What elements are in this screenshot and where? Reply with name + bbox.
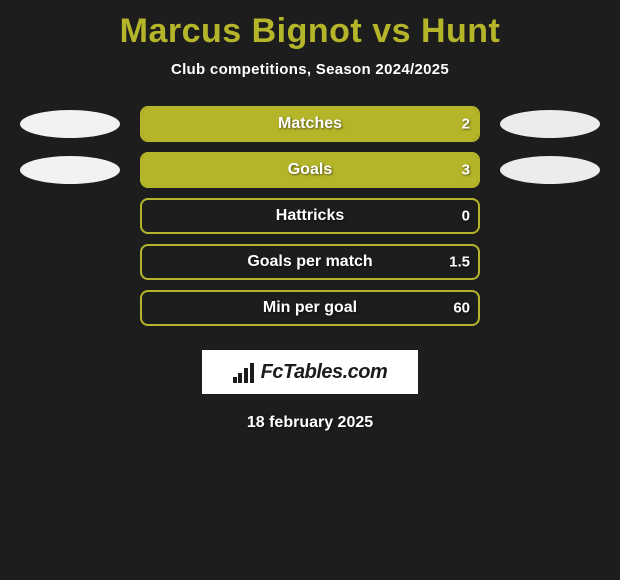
stat-value: 1.5 — [449, 254, 470, 271]
page-title: Marcus Bignot vs Hunt — [0, 8, 620, 61]
logo-badge[interactable]: FcTables.com — [202, 350, 418, 394]
stat-bar: Min per goal 60 — [140, 290, 480, 326]
comparison-card: Marcus Bignot vs Hunt Club competitions,… — [0, 0, 620, 432]
stat-label: Hattricks — [276, 207, 344, 225]
stat-value: 2 — [462, 116, 470, 133]
stat-rows: Matches 2 Goals 3 Hattricks 0 Goals per match 1… — [0, 106, 620, 326]
stat-bar: Matches 2 — [140, 106, 480, 142]
stat-row: Goals 3 — [0, 152, 620, 188]
subtitle: Club competitions, Season 2024/2025 — [0, 61, 620, 106]
stat-value: 3 — [462, 162, 470, 179]
stat-bar: Goals per match 1.5 — [140, 244, 480, 280]
player-right-ellipse — [500, 156, 600, 184]
logo-text: FcTables.com — [261, 361, 388, 384]
stat-label: Min per goal — [263, 299, 357, 317]
stat-row: Matches 2 — [0, 106, 620, 142]
player-left-ellipse — [20, 156, 120, 184]
stat-label: Matches — [278, 115, 342, 133]
stat-bar: Goals 3 — [140, 152, 480, 188]
stat-row: Min per goal 60 — [0, 290, 620, 326]
stat-row: Hattricks 0 — [0, 198, 620, 234]
footer-date: 18 february 2025 — [0, 394, 620, 432]
stat-value: 60 — [453, 300, 470, 317]
stat-label: Goals per match — [247, 253, 372, 271]
stat-label: Goals — [288, 161, 332, 179]
bars-icon — [233, 361, 255, 383]
player-right-ellipse — [500, 110, 600, 138]
player-left-ellipse — [20, 110, 120, 138]
stat-bar: Hattricks 0 — [140, 198, 480, 234]
stat-row: Goals per match 1.5 — [0, 244, 620, 280]
stat-value: 0 — [462, 208, 470, 225]
